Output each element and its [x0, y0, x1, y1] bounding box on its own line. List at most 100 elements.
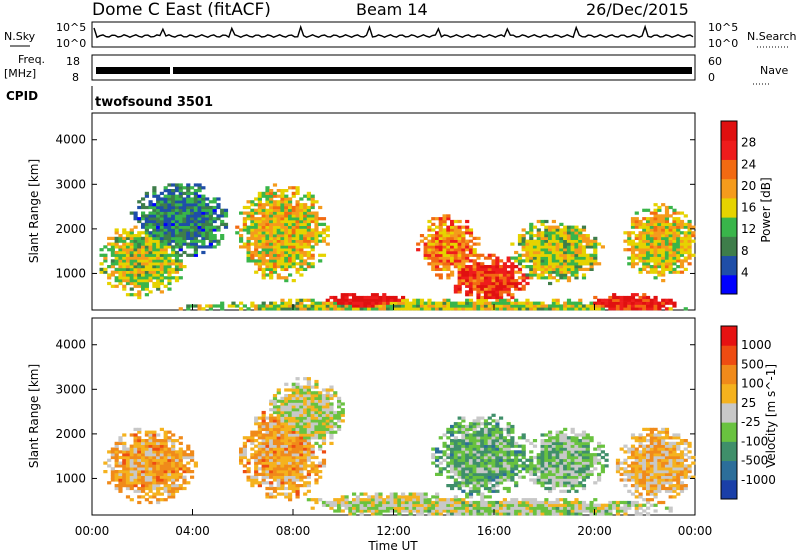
heatmap-cell	[491, 458, 496, 462]
heatmap-cell	[193, 208, 198, 212]
heatmap-cell	[250, 217, 255, 221]
heatmap-cell	[657, 253, 662, 257]
heatmap-cell	[125, 464, 131, 468]
heatmap-cell	[186, 189, 191, 193]
heatmap-cell	[664, 236, 670, 241]
heatmap-cell	[465, 484, 470, 488]
heatmap-cell	[303, 239, 308, 243]
heatmap-cell	[122, 484, 127, 488]
heatmap-cell	[288, 416, 293, 420]
heatmap-cell	[487, 279, 492, 283]
heatmap-cell	[272, 405, 278, 409]
heatmap-cell	[122, 455, 127, 460]
heatmap-cell	[495, 467, 500, 471]
heatmap-cell	[148, 273, 153, 277]
heatmap-cell	[122, 279, 127, 283]
heatmap-cell	[563, 436, 568, 440]
heatmap-cell	[156, 498, 161, 502]
heatmap-cell	[435, 503, 440, 507]
heatmap-cell	[239, 234, 244, 238]
heatmap-cell	[129, 478, 134, 482]
heatmap-cell	[103, 470, 108, 474]
heatmap-cell	[133, 433, 138, 437]
heatmap-cell	[438, 219, 443, 224]
heatmap-cell	[137, 284, 142, 288]
heatmap-cell	[291, 279, 296, 283]
heatmap-cell	[159, 214, 164, 218]
heatmap-cell	[672, 270, 677, 274]
heatmap-cell	[182, 453, 187, 457]
heatmap-cell	[401, 495, 406, 499]
heatmap-cell	[540, 433, 545, 437]
heatmap-cell	[472, 250, 477, 255]
heatmap-cell	[476, 304, 481, 308]
heatmap-cell	[303, 447, 308, 451]
heatmap-cell	[329, 430, 334, 434]
heatmap-cell	[442, 467, 447, 471]
heatmap-cell	[476, 287, 481, 291]
heatmap-cell	[438, 450, 443, 454]
heatmap-cell	[551, 242, 556, 246]
heatmap-cell	[303, 410, 308, 415]
heatmap-cell	[563, 481, 568, 485]
heatmap-cell	[291, 307, 296, 311]
heatmap-cell	[193, 205, 198, 210]
heatmap-cell	[457, 498, 462, 502]
heatmap-cell	[431, 253, 436, 257]
heatmap-cell	[329, 301, 334, 305]
heatmap-cell	[450, 259, 455, 263]
heatmap-cell	[401, 295, 406, 300]
heatmap-cell	[544, 234, 549, 238]
heatmap-cell	[540, 458, 545, 462]
heatmap-cell	[472, 450, 477, 454]
heatmap-cell	[295, 430, 300, 434]
heatmap-cell	[254, 416, 259, 420]
heatmap-cell	[672, 242, 677, 246]
heatmap-cell	[687, 236, 692, 241]
heatmap-cell	[318, 253, 323, 257]
heatmap-cell	[532, 455, 538, 460]
heatmap-cell	[167, 234, 172, 238]
heatmap-cell	[257, 433, 262, 437]
heatmap-cell	[499, 512, 504, 516]
heatmap-cell	[254, 470, 259, 474]
heatmap-cell	[306, 208, 311, 212]
heatmap-cell	[291, 265, 296, 269]
heatmap-cell	[450, 424, 455, 429]
heatmap-cell	[118, 481, 123, 485]
heatmap-cell	[574, 509, 579, 513]
heatmap-cell	[167, 183, 172, 187]
heatmap-cell	[544, 307, 549, 311]
heatmap-cell	[649, 301, 654, 305]
heatmap-cell	[446, 500, 451, 505]
heatmap-cell	[216, 239, 221, 243]
heatmap-cell	[288, 273, 293, 277]
heatmap-cell	[284, 214, 289, 218]
heatmap-cell	[566, 512, 572, 516]
heatmap-cell	[257, 228, 262, 232]
heatmap-cell	[125, 267, 131, 272]
heatmap-cell	[450, 484, 455, 488]
heatmap-cell	[495, 301, 500, 305]
heatmap-cell	[672, 225, 677, 229]
heatmap-cell	[615, 295, 621, 300]
heatmap-cell	[555, 239, 560, 243]
heatmap-cell	[585, 253, 590, 257]
heatmap-cell	[152, 225, 157, 229]
heatmap-cell	[174, 205, 180, 210]
heatmap-cell	[472, 422, 477, 426]
heatmap-cell	[461, 481, 466, 485]
heatmap-cell	[114, 267, 119, 272]
heatmap-cell	[468, 301, 474, 305]
heatmap-cell	[510, 467, 515, 471]
heatmap-cell	[551, 506, 556, 510]
heatmap-cell	[265, 436, 270, 440]
heatmap-cell	[548, 512, 553, 516]
heatmap-cell	[536, 273, 541, 277]
heatmap-cell	[442, 450, 447, 454]
heatmap-cell	[389, 495, 394, 499]
heatmap-cell	[555, 441, 560, 446]
heatmap-cell	[178, 265, 183, 269]
heatmap-cell	[563, 472, 568, 477]
heatmap-cell	[133, 453, 138, 457]
